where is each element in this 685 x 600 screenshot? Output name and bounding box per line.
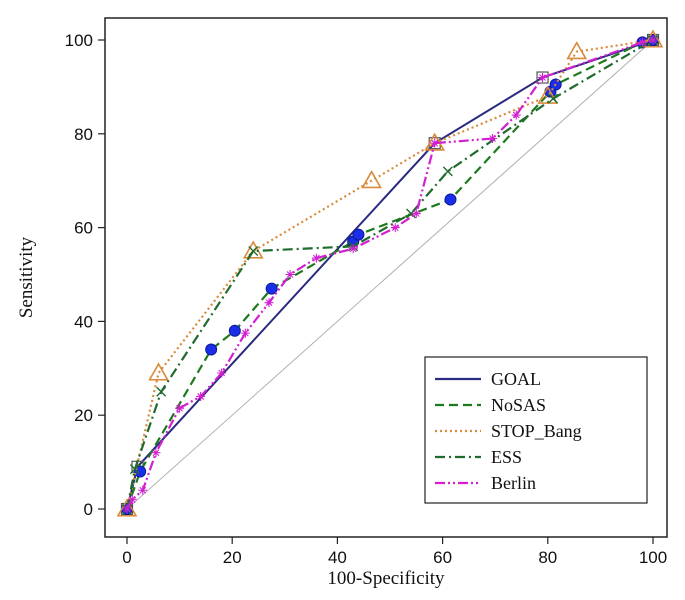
data-point bbox=[430, 138, 440, 148]
series-line bbox=[125, 39, 654, 510]
data-point bbox=[129, 464, 140, 475]
data-point bbox=[116, 498, 138, 517]
series-line bbox=[126, 38, 654, 510]
reference-diagonal-line bbox=[126, 39, 654, 510]
data-point bbox=[538, 73, 548, 83]
x-tick-label: 100 bbox=[639, 548, 667, 567]
data-point bbox=[265, 282, 278, 295]
y-tick-label: 60 bbox=[74, 219, 93, 238]
x-axis-title: 100-Specificity bbox=[327, 568, 445, 589]
data-point bbox=[264, 298, 274, 308]
y-axis-title: Sensitivity bbox=[16, 236, 37, 318]
data-point bbox=[642, 29, 664, 48]
legend-label: STOP_Bang bbox=[491, 421, 582, 441]
data-point bbox=[205, 343, 218, 356]
data-point bbox=[311, 253, 321, 263]
data-point bbox=[488, 133, 498, 143]
data-point bbox=[566, 41, 588, 60]
data-point bbox=[352, 228, 365, 241]
legend-label: GOAL bbox=[491, 369, 541, 389]
data-point bbox=[175, 403, 185, 413]
data-point bbox=[361, 170, 382, 189]
data-point bbox=[127, 495, 137, 505]
plot-frame bbox=[104, 17, 668, 538]
data-point bbox=[196, 391, 206, 401]
data-point bbox=[390, 223, 400, 233]
legend-label: Berlin bbox=[491, 473, 536, 493]
legend-label: NoSAS bbox=[491, 395, 546, 415]
series-berlin bbox=[122, 35, 658, 514]
series-layer bbox=[116, 29, 664, 517]
data-point bbox=[138, 485, 148, 495]
data-point bbox=[548, 93, 559, 104]
data-point bbox=[148, 362, 169, 381]
data-point bbox=[442, 166, 453, 177]
data-point bbox=[248, 246, 259, 257]
x-tick-label: 60 bbox=[433, 548, 452, 567]
x-tick-label: 0 bbox=[122, 548, 131, 567]
y-tick-label: 20 bbox=[74, 406, 93, 425]
data-point bbox=[122, 504, 132, 514]
data-point bbox=[348, 244, 358, 254]
y-tick-label: 100 bbox=[65, 31, 93, 50]
x-tick-label: 40 bbox=[328, 548, 347, 567]
x-tick-label: 80 bbox=[538, 548, 557, 567]
series-stop-bang bbox=[116, 29, 664, 517]
data-point bbox=[228, 324, 241, 337]
data-point bbox=[411, 209, 421, 219]
data-point bbox=[536, 71, 549, 84]
axes-layer: 0 20 40 60 80 100 0 20 40 60 80 100 bbox=[65, 31, 668, 567]
y-tick-label: 0 bbox=[84, 500, 93, 519]
series-nosas bbox=[121, 34, 659, 515]
legend: GOAL NoSAS STOP_Bang ESS Berlin bbox=[424, 356, 648, 504]
data-point bbox=[511, 110, 521, 120]
x-tick-label: 20 bbox=[223, 548, 242, 567]
data-point bbox=[217, 368, 227, 378]
data-point bbox=[285, 270, 295, 279]
y-tick-label: 40 bbox=[74, 312, 93, 331]
data-point bbox=[637, 37, 647, 47]
data-point bbox=[151, 448, 161, 458]
data-point bbox=[444, 193, 457, 206]
legend-label: ESS bbox=[491, 447, 522, 467]
y-tick-label: 80 bbox=[74, 125, 93, 144]
data-point bbox=[242, 240, 264, 259]
data-point bbox=[648, 35, 658, 45]
data-point bbox=[156, 386, 167, 397]
data-point bbox=[240, 328, 250, 338]
